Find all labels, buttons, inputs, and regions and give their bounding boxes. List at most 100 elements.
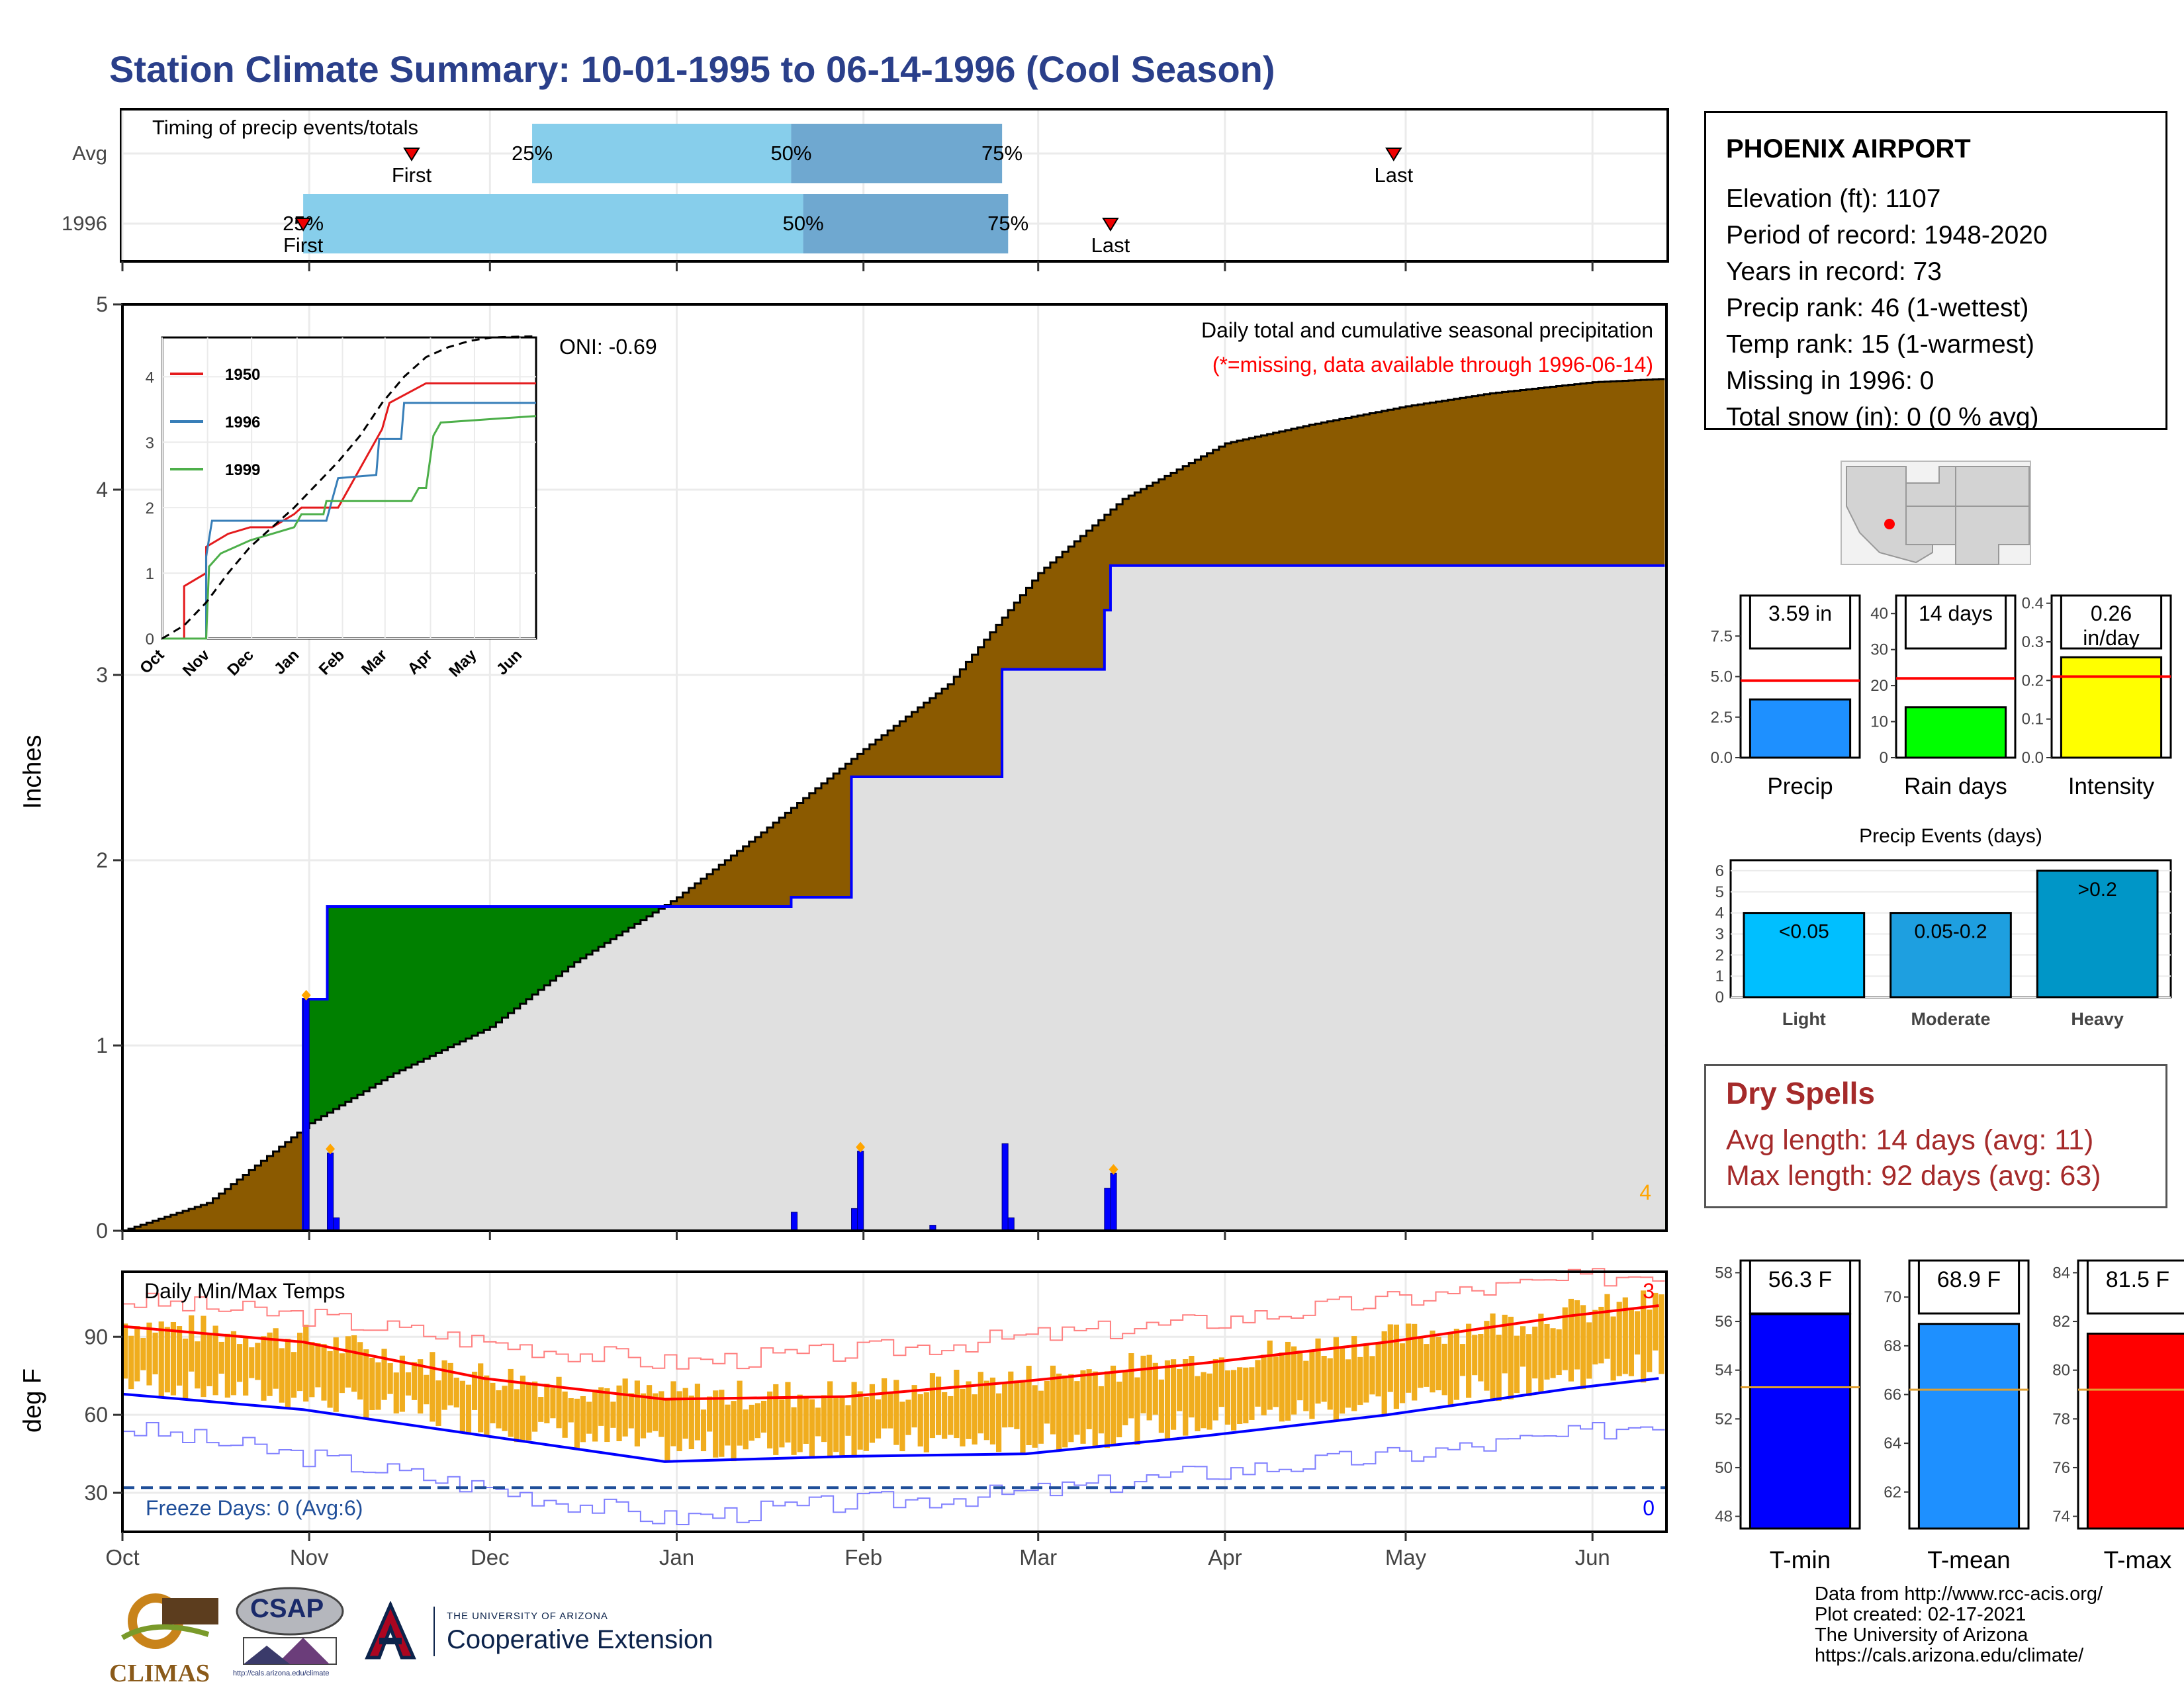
daily-temp-bar	[948, 1396, 954, 1435]
daily-temp-bar	[236, 1344, 243, 1382]
record-max-line	[122, 1268, 1665, 1370]
inset-y-label: 3	[146, 434, 154, 452]
mini-y-label: 48	[1715, 1508, 1733, 1526]
daily-temp-bar	[731, 1401, 737, 1462]
daily-temp-bar	[152, 1332, 158, 1374]
csap-cloud-icon	[236, 1587, 344, 1665]
daily-temp-bar	[387, 1363, 393, 1394]
daily-temp-bar	[1478, 1334, 1484, 1382]
daily-temp-bar	[1333, 1337, 1339, 1421]
daily-temp-bar	[1659, 1294, 1664, 1374]
mini-y-label: 56	[1715, 1313, 1733, 1331]
daily-temp-bar	[1598, 1306, 1604, 1364]
daily-temp-bar	[1092, 1371, 1098, 1446]
events-x-label: Moderate	[1911, 1009, 1990, 1029]
daily-temp-bar	[659, 1391, 664, 1437]
daily-temp-bar	[1267, 1340, 1273, 1410]
mini-value-bar	[1917, 1323, 2021, 1530]
footer-line: https://cals.arizona.edu/climate/	[1815, 1645, 2084, 1666]
daily-temp-bar	[514, 1389, 520, 1443]
daily-temp-bar	[267, 1332, 273, 1396]
daily-temp-bar	[1556, 1329, 1562, 1376]
ua-a-icon	[365, 1600, 416, 1660]
events-x-label: Heavy	[2071, 1009, 2124, 1029]
daily-temp-bar	[399, 1355, 405, 1412]
mini-value-bar	[1749, 1313, 1852, 1530]
daily-temp-bar	[1201, 1372, 1206, 1429]
last-marker	[1102, 218, 1119, 232]
station-line: Elevation (ft): 1107	[1726, 185, 1941, 213]
daily-temp-bar	[893, 1380, 899, 1445]
mini-value-label: in/day	[2083, 626, 2139, 650]
daily-precip-bar	[1007, 1217, 1015, 1231]
y-tick-label: 1	[96, 1034, 108, 1057]
daily-temp-bar	[1050, 1365, 1056, 1435]
daily-temp-bar	[544, 1384, 550, 1423]
temp-plot-frame	[121, 1270, 1668, 1533]
daily-temp-bar	[857, 1391, 863, 1450]
daily-temp-bar	[688, 1396, 694, 1450]
daily-temp-bar	[942, 1392, 948, 1439]
daily-temp-bar	[1008, 1371, 1014, 1428]
x-tick-label: Nov	[290, 1545, 329, 1570]
mini-value-label: 3.59 in	[1768, 601, 1832, 625]
daily-temp-bar	[1273, 1356, 1279, 1407]
daily-temp-bar	[1418, 1338, 1424, 1388]
daily-temp-bar	[357, 1342, 363, 1400]
freeze-days-label: Freeze Days: 0 (Avg:6)	[146, 1496, 363, 1520]
station-box: PHOENIX AIRPORT Elevation (ft): 1107 Per…	[1704, 111, 2167, 430]
daily-temp-bar	[170, 1321, 177, 1396]
daily-temp-bar	[164, 1327, 170, 1393]
daily-temp-bar	[1586, 1322, 1592, 1379]
daily-temp-bar	[1158, 1379, 1164, 1433]
record-high-count: 3	[1643, 1279, 1655, 1303]
mini-y-label: 74	[2052, 1508, 2070, 1526]
daily-temp-bar	[1231, 1370, 1237, 1431]
mini-x-label: Precip	[1767, 774, 1833, 799]
daily-temp-bar	[592, 1390, 598, 1442]
daily-temp-bar	[1321, 1356, 1327, 1402]
mini-x-label: T-mean	[1927, 1546, 2010, 1574]
daily-temp-bar	[261, 1336, 267, 1401]
daily-temp-bar	[1044, 1380, 1050, 1424]
daily-precip-bar	[857, 1151, 864, 1231]
mini-value-label: 56.3 F	[1768, 1267, 1832, 1292]
daily-temp-bar	[339, 1353, 345, 1394]
x-tick-label: Jan	[659, 1545, 694, 1570]
daily-temp-bar	[1532, 1326, 1538, 1379]
daily-temp-bar	[1430, 1330, 1435, 1393]
daily-temp-bar	[189, 1315, 195, 1372]
mini-y-label: 0.4	[2022, 595, 2044, 613]
daily-temp-bar	[212, 1325, 218, 1396]
y-tick-label: 30	[84, 1481, 108, 1505]
timing-bar-q1	[532, 124, 792, 183]
daily-temp-bar	[568, 1398, 574, 1423]
daily-temp-bar	[1568, 1298, 1574, 1382]
x-tick-label: Feb	[844, 1545, 882, 1570]
daily-temp-bar	[1116, 1382, 1122, 1438]
timing-title: Timing of precip events/totals	[152, 116, 418, 139]
last-label: Last	[1091, 234, 1130, 257]
daily-temp-bar	[1303, 1360, 1309, 1411]
daily-temp-bar	[1122, 1370, 1128, 1425]
timing-bar-upper	[803, 194, 1009, 253]
climas-sun-icon	[120, 1593, 218, 1649]
mini-y-label: 0.3	[2022, 633, 2044, 651]
daily-temp-bar	[381, 1349, 387, 1400]
daily-temp-bar	[1146, 1355, 1152, 1421]
events-bar	[1743, 912, 1866, 999]
climas-logo: CLIMAS	[109, 1581, 222, 1687]
y-tick-label: 60	[84, 1403, 108, 1427]
mini-y-label: 52	[1715, 1410, 1733, 1428]
daily-temp-bar	[273, 1328, 279, 1389]
daily-temp-bar	[303, 1324, 309, 1402]
daily-temp-bar	[833, 1396, 839, 1452]
daily-temp-bar	[1002, 1384, 1008, 1428]
daily-temp-bar	[1140, 1355, 1146, 1413]
events-bar	[1889, 912, 2012, 999]
daily-temp-bar	[694, 1384, 701, 1441]
daily-temp-bar	[134, 1326, 140, 1382]
daily-temp-bar	[1080, 1370, 1086, 1444]
mini-y-label: 66	[1884, 1386, 1901, 1404]
daily-temp-bar	[1544, 1323, 1550, 1380]
